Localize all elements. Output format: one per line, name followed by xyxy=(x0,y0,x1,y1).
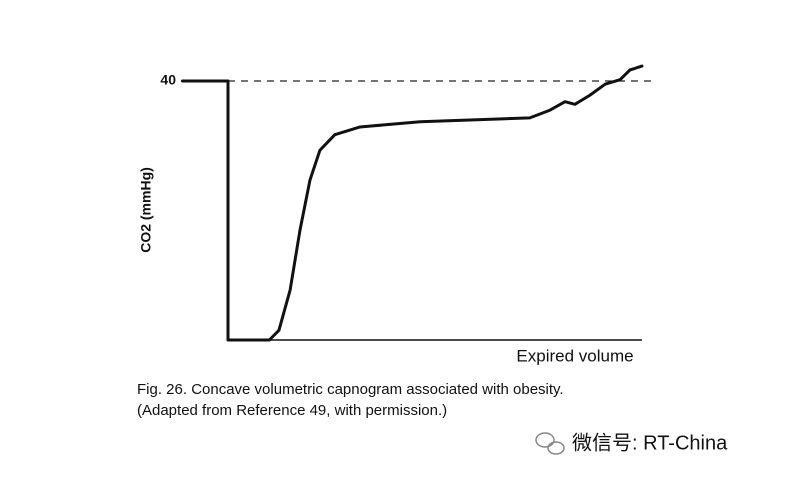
y-tick-label: 40 xyxy=(160,72,176,88)
caption-line: (Adapted from Reference 49, with permiss… xyxy=(137,402,447,419)
watermark: 微信号: RT-China xyxy=(572,431,728,454)
capnogram-line xyxy=(180,64,644,342)
x-axis-label: Expired volume xyxy=(516,346,633,365)
watermark-icon xyxy=(535,432,565,455)
caption-line: Fig. 26. Concave volumetric capnogram as… xyxy=(137,381,564,398)
y-axis-label: CO2 (mmHg) xyxy=(138,167,154,253)
